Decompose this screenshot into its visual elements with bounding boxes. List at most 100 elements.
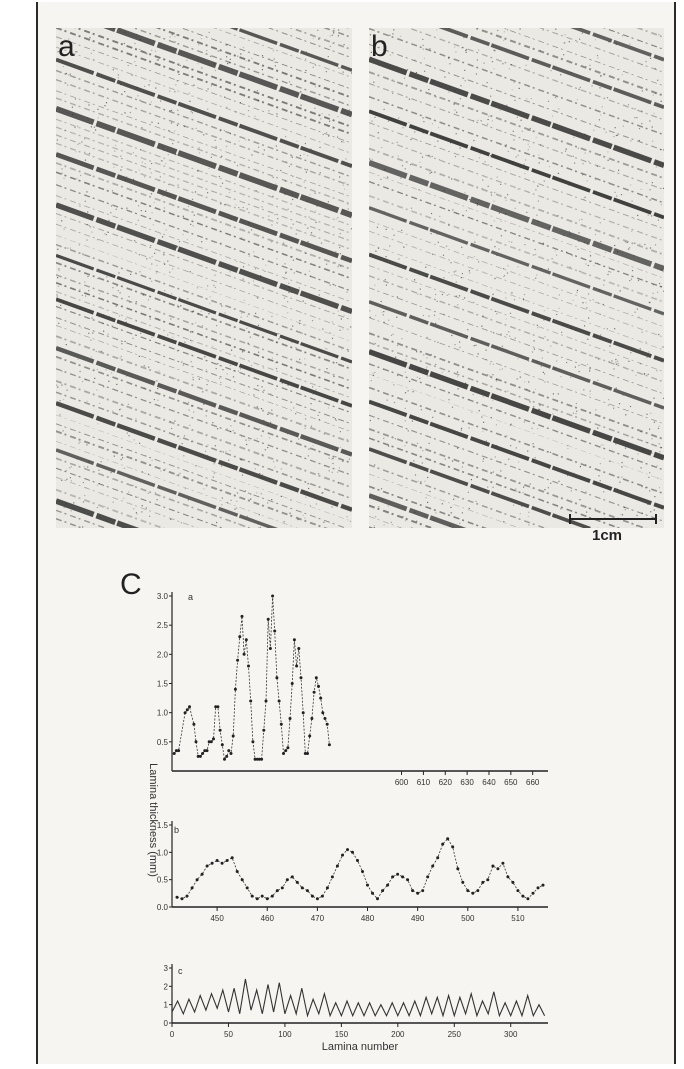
data-point [230,856,234,860]
x-tick-label: 0 [170,1030,175,1039]
varve-photo-b [369,28,664,528]
y-tick-label: 1.0 [157,709,169,718]
chart-panel-b: b 1.5 1.0 0.5 0.0 450 460 470 480 490 500 510 [157,821,548,923]
data-point [190,886,194,890]
data-point [262,728,266,732]
x-tick-label: 630 [460,778,474,787]
chart-panel-label: c [178,966,183,976]
data-point [295,664,299,668]
data-point [310,717,314,720]
data-point [436,856,440,860]
data-point [411,889,415,893]
x-tick-label: 650 [504,778,518,787]
data-point [268,647,272,650]
x-tick-label: 470 [311,914,325,923]
data-point [306,752,309,755]
y-tick-label: 1.0 [157,848,169,857]
data-point [361,870,364,873]
data-point [288,717,292,720]
data-point [501,861,505,865]
data-point [210,861,214,865]
data-point [253,757,257,761]
data-point [381,889,385,893]
data-point [491,864,495,868]
data-point [314,676,318,680]
data-point [231,734,235,738]
data-point [275,889,279,893]
data-point [421,889,425,893]
data-point [195,878,199,882]
data-point [220,743,224,747]
data-point [235,870,239,873]
data-point [406,878,410,882]
data-point [531,891,535,895]
data-point [286,746,290,750]
data-point [290,682,294,685]
data-point [192,722,196,726]
data-point [196,754,200,758]
data-point [371,891,374,895]
data-point [212,737,215,741]
data-point [396,872,400,876]
data-point [203,749,207,753]
y-tick-label: 2.5 [157,621,169,630]
data-point [172,752,176,755]
data-point [201,752,205,755]
data-point [315,897,319,901]
data-point [426,875,430,879]
y-tick-label: 1.5 [157,821,169,830]
y-tick-label: 2.0 [157,650,169,659]
data-point [233,687,237,691]
data-point [249,699,253,703]
data-point [466,889,470,893]
data-point [308,734,312,738]
data-point [260,894,264,898]
data-point [175,895,179,899]
x-tick-label: 620 [439,778,453,787]
data-point [280,886,284,890]
data-point [240,614,244,618]
data-point [431,864,435,868]
data-point [244,638,248,642]
panel-c-label: C [120,568,142,601]
data-point [536,886,540,890]
data-point [461,880,465,884]
x-tick-label: 50 [224,1030,233,1039]
data-point [236,658,240,662]
data-point [486,878,490,882]
data-point [185,894,189,898]
data-point [238,635,242,639]
data-point [446,837,450,841]
x-tick-label: 200 [391,1030,405,1039]
data-point [227,749,231,753]
y-tick-label: 0 [164,1019,169,1028]
y-tick-label: 0.5 [157,876,169,885]
data-point [225,754,229,758]
data-point [205,864,209,868]
data-point [451,845,455,849]
data-point [323,717,327,720]
series-line [176,838,544,900]
data-point [264,699,268,703]
data-point [220,861,224,865]
data-point [223,757,226,761]
data-point [277,699,281,703]
x-tick-label: 500 [461,914,475,923]
data-point [416,891,420,895]
x-tick-label: 510 [511,914,525,923]
data-point [194,740,198,744]
data-point [225,859,229,862]
data-point [229,752,233,755]
data-point [260,757,264,761]
data-point [325,886,329,890]
data-point [325,722,329,726]
x-axis-label: Lamina number [322,1041,399,1053]
chart-panel-label: b [174,825,179,835]
x-tick-label: 100 [278,1030,292,1039]
data-point [282,752,285,755]
x-tick-label: 610 [417,778,431,787]
x-tick-label: 300 [504,1030,518,1039]
data-point [346,848,349,852]
data-point [295,880,299,884]
